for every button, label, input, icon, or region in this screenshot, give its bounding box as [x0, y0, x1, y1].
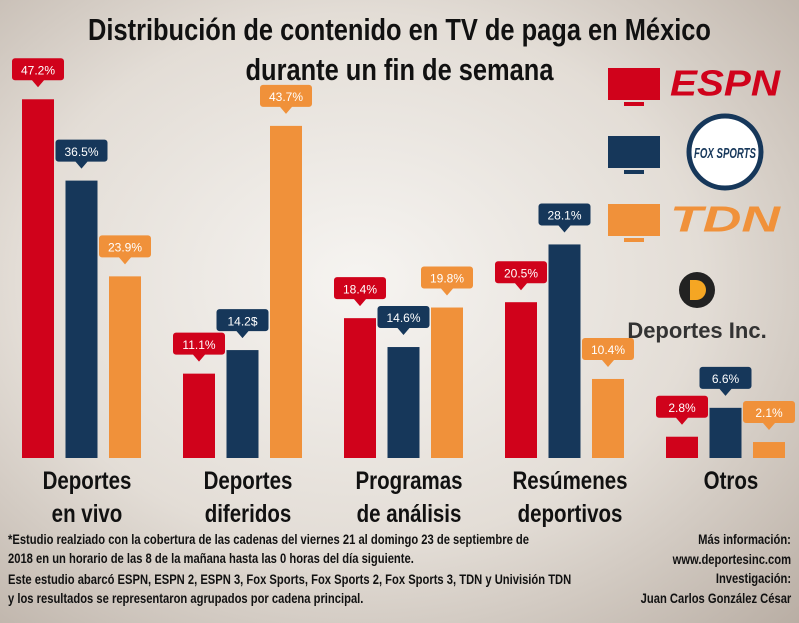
data-label-bg: [582, 337, 634, 367]
data-label: 23.9%: [108, 241, 142, 255]
bar: [753, 442, 785, 458]
bar: [270, 125, 302, 458]
data-label-bg: [656, 395, 708, 425]
data-label-bg: [495, 261, 547, 291]
data-label-bg: [216, 309, 269, 339]
data-label-bg: [55, 139, 108, 169]
legend-label: FOX SPORTS: [694, 145, 756, 162]
data-label-bg: [743, 401, 795, 431]
data-label: 19.8%: [430, 272, 464, 286]
credit: Más información:: [698, 531, 791, 547]
footnote: Este estudio abarcó ESPN, ESPN 2, ESPN 3…: [8, 571, 572, 606]
data-label: 20.5%: [504, 266, 538, 280]
data-label: 18.4%: [343, 282, 377, 296]
bar: [709, 407, 742, 458]
legend-label: ESPN: [670, 63, 781, 104]
credit: Investigación:: [715, 570, 791, 586]
footnote: *Estudio realziado con la cobertura de l…: [8, 531, 529, 566]
data-label-bg: [260, 84, 312, 114]
data-label-bg: [421, 266, 473, 296]
legend-label: TDN: [670, 199, 781, 240]
credit: www.deportesinc.com: [672, 550, 791, 567]
bar: [548, 244, 581, 458]
bar: [592, 378, 624, 458]
data-label: 43.7%: [269, 90, 303, 104]
data-label: 14.6%: [386, 311, 420, 325]
bar: [65, 180, 98, 458]
data-label: 28.1%: [547, 209, 581, 223]
x-category-label: Deportes en vivo: [42, 467, 132, 528]
x-category-label: Deportes diferidos: [203, 467, 293, 528]
credit: Juan Carlos González César: [640, 589, 791, 606]
data-label: 47.2%: [21, 63, 55, 77]
bar: [183, 373, 215, 458]
bar: [344, 318, 376, 458]
x-category-label: Resúmenes deportivos: [512, 467, 628, 528]
x-category-label: Programas de análisis: [355, 467, 463, 528]
legend-logo: ESPN: [670, 63, 781, 104]
data-label-bg: [334, 277, 386, 307]
bar: [666, 436, 698, 458]
bar: [22, 99, 54, 458]
legend-swatch-stand: [624, 102, 644, 106]
data-label-bg: [173, 332, 225, 362]
logo-badge: [686, 113, 764, 191]
legend-swatch: [608, 204, 660, 236]
bar: [505, 302, 537, 458]
legend-logo: FOX SPORTS: [686, 113, 764, 191]
legend-swatch-stand: [624, 170, 644, 174]
bar: [109, 276, 141, 458]
bar: [431, 307, 463, 458]
x-category-label: Otros: [703, 467, 759, 495]
chart-title: Distribución de contenido en TV de paga …: [88, 12, 711, 87]
legend-swatch: [608, 136, 660, 168]
legend-swatch: [608, 68, 660, 100]
data-label: 11.1%: [182, 338, 215, 352]
data-label: 6.6%: [712, 372, 740, 386]
data-label: 36.5%: [64, 145, 98, 159]
data-label: 2.1%: [755, 406, 783, 420]
legend-logo: TDN: [670, 199, 781, 240]
data-label-bg: [99, 235, 151, 265]
data-label: 10.4%: [591, 343, 625, 357]
data-label-bg: [12, 58, 64, 88]
legend-swatch-stand: [624, 238, 644, 242]
data-label-bg: [377, 306, 430, 336]
data-label: 2.8%: [668, 401, 696, 415]
bar: [387, 347, 420, 458]
data-label-bg: [699, 366, 752, 396]
data-label: 14.2$: [227, 314, 257, 328]
data-label-bg: [538, 203, 591, 233]
brand-name: Deportes Inc.: [627, 318, 766, 343]
brand-icon-mark: [690, 280, 706, 300]
bar: [226, 350, 259, 458]
